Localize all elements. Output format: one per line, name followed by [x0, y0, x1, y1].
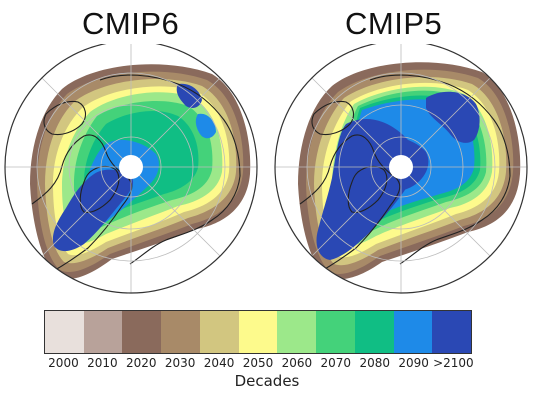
colorbar-label: Decades — [234, 372, 300, 390]
pole-hole — [389, 155, 413, 179]
colorbar-swatch — [393, 311, 433, 353]
map-cmip6-field — [5, 44, 257, 293]
panel-title-cmip6: CMIP6 — [82, 6, 180, 41]
colorbar-swatch — [354, 311, 394, 353]
decade-patch-2090-east — [195, 113, 216, 139]
colorbar-tick-label: 2070 — [320, 356, 352, 370]
coastline-eurasia — [369, 74, 511, 265]
colorbar-tick-label: 2050 — [242, 356, 274, 370]
map-cmip5 — [274, 44, 528, 294]
colorbar-tick-label: 2010 — [87, 356, 118, 370]
colorbar — [44, 310, 472, 354]
map-cmip6 — [4, 44, 258, 294]
colorbar-tick-labels: 2000 2010 2020 2030 2040 2050 2060 2070 2080 2090… — [44, 356, 474, 372]
colorbar-tick-label: 2080 — [359, 356, 390, 370]
colorbar-tick-label: 2020 — [125, 356, 157, 370]
colorbar-swatch — [432, 311, 472, 353]
coastline-greenland — [79, 165, 120, 213]
colorbar-swatch — [161, 311, 200, 353]
panel-title-cmip5: CMIP5 — [345, 6, 443, 41]
colorbar-swatch — [199, 311, 239, 353]
colorbar-swatch — [316, 311, 355, 353]
coastline-alaska — [43, 100, 87, 136]
colorbar-tick-label: 2000 — [48, 356, 79, 370]
coastline-eurasia — [99, 74, 241, 265]
colorbar-swatch — [45, 311, 84, 353]
colorbar-swatch — [122, 311, 162, 353]
map-cmip5-field — [275, 44, 527, 293]
map-boundary — [4, 44, 258, 294]
colorbar-tick-label: >2100 — [433, 356, 474, 370]
colorbar-swatch — [83, 311, 123, 353]
decade-band-2100-plus — [52, 169, 134, 252]
colorbar-swatch — [277, 311, 317, 353]
colorbar-tick-label: 2060 — [281, 356, 313, 370]
colorbar-tick-label: 2040 — [203, 356, 235, 370]
map-boundary — [274, 44, 528, 294]
colorbar-swatch — [238, 311, 278, 353]
colorbar-tick-label: 2090 — [398, 356, 429, 370]
coastline-greenland — [347, 165, 388, 213]
decade-patch-2100-plus-east — [426, 91, 480, 143]
colorbar-tick-label: 2030 — [164, 356, 196, 370]
pole-hole — [119, 155, 143, 179]
